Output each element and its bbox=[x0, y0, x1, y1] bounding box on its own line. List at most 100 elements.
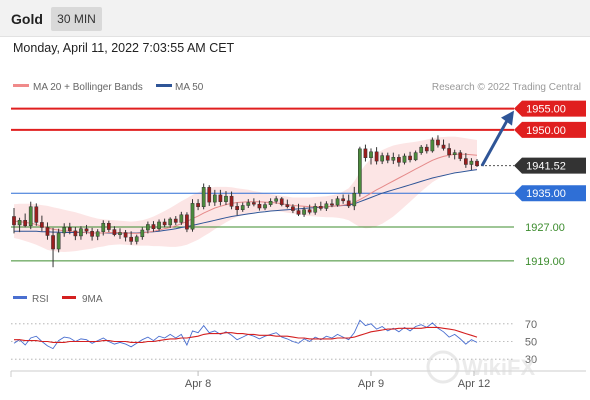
candle-body bbox=[28, 206, 33, 227]
candle-body bbox=[307, 209, 312, 213]
candle-body bbox=[469, 160, 474, 165]
rsi-tick-label: 50 bbox=[525, 337, 537, 349]
candle-body bbox=[363, 148, 368, 158]
candle-body bbox=[23, 220, 28, 227]
time-axis-label: Apr 9 bbox=[358, 378, 384, 390]
candle-body bbox=[430, 139, 435, 152]
candle-body bbox=[424, 146, 429, 152]
candle-body bbox=[274, 198, 279, 202]
candle-body bbox=[391, 157, 396, 161]
candle-body bbox=[240, 205, 245, 210]
candle-body bbox=[330, 203, 334, 206]
level-tag-resistance bbox=[514, 100, 586, 117]
chart-credit: Research © 2022 Trading Central bbox=[432, 82, 581, 93]
forecast-arrow-shaft bbox=[480, 119, 509, 167]
candle-body bbox=[413, 152, 418, 161]
watermark-logo-icon bbox=[426, 350, 460, 384]
rsi-tick-label: 70 bbox=[525, 319, 537, 331]
candle-body bbox=[140, 229, 145, 238]
candle-body bbox=[218, 194, 223, 202]
legend-swatch-rsi bbox=[13, 296, 27, 299]
level-tag-pivot bbox=[514, 185, 586, 202]
candle-body bbox=[358, 148, 362, 194]
candle-body bbox=[441, 144, 446, 149]
candle-body bbox=[51, 235, 55, 250]
candle-body bbox=[90, 231, 94, 237]
rsi-series-rsi bbox=[13, 319, 478, 350]
candle-body bbox=[112, 229, 117, 235]
time-axis-label: Apr 8 bbox=[185, 378, 211, 390]
candle-body bbox=[252, 202, 256, 205]
legend-swatch-9ma bbox=[62, 296, 76, 299]
candle-body bbox=[324, 203, 329, 209]
watermark: WikiFX bbox=[426, 350, 535, 384]
candle-body bbox=[12, 216, 16, 226]
candle-body bbox=[296, 210, 301, 215]
candle-body bbox=[257, 203, 262, 209]
candle-body bbox=[385, 155, 390, 161]
candle-body bbox=[118, 232, 122, 235]
candle-body bbox=[285, 204, 290, 208]
candle-body bbox=[129, 236, 133, 242]
candle-body bbox=[73, 230, 78, 237]
candle-body bbox=[67, 227, 72, 232]
watermark-text: WikiFX bbox=[462, 355, 535, 380]
candle-body bbox=[335, 198, 340, 206]
level-tag-last-price bbox=[514, 157, 586, 174]
candle-body bbox=[475, 160, 479, 167]
candle-body bbox=[168, 218, 173, 226]
candle-body bbox=[419, 146, 424, 153]
legend-label-ma50: MA 50 bbox=[175, 82, 204, 93]
candle-body bbox=[146, 224, 150, 231]
candle-body bbox=[185, 214, 189, 230]
level-label-resistance: 1955.00 bbox=[526, 104, 566, 116]
asset-name: Gold bbox=[11, 11, 43, 27]
candle-body bbox=[40, 222, 44, 228]
candle-body bbox=[34, 206, 39, 223]
candle-body bbox=[95, 231, 100, 237]
candle-body bbox=[212, 194, 217, 203]
candle-body bbox=[408, 155, 412, 161]
timeframe-tab[interactable]: 30 MIN bbox=[51, 7, 102, 31]
candle-body bbox=[79, 228, 83, 237]
level-label-last-price: 1941.52 bbox=[526, 161, 566, 173]
candle-body bbox=[369, 151, 373, 158]
level-label-pivot: 1935.00 bbox=[526, 188, 566, 200]
candle-body bbox=[84, 228, 89, 232]
time-axis: Apr 8 Apr 9 Apr 12 bbox=[10, 370, 586, 390]
legend-label-9ma: 9MA bbox=[82, 294, 103, 305]
candle-body bbox=[101, 222, 106, 232]
time-axis-label: Apr 12 bbox=[458, 378, 490, 390]
candle-body bbox=[196, 203, 200, 208]
candle-body bbox=[452, 152, 457, 156]
rsi-panel: 70 50 30 bbox=[11, 319, 537, 366]
candle-body bbox=[201, 187, 206, 208]
candle-body bbox=[263, 204, 267, 209]
level-label-resistance: 1950.00 bbox=[526, 125, 566, 137]
forecast-arrow-head bbox=[501, 110, 514, 126]
candle-body bbox=[447, 148, 451, 156]
candle-body bbox=[45, 227, 50, 236]
candle-body bbox=[190, 203, 195, 230]
candle-body bbox=[207, 187, 212, 203]
legend-label-rsi: RSI bbox=[32, 294, 49, 305]
candle-body bbox=[173, 218, 178, 223]
candle-body bbox=[397, 157, 401, 163]
candle-body bbox=[106, 222, 111, 230]
candle-body bbox=[291, 206, 295, 211]
candle-body bbox=[279, 198, 284, 205]
level-label-support: 1927.00 bbox=[525, 222, 565, 234]
candle-body bbox=[318, 206, 323, 209]
candle-body bbox=[374, 151, 379, 162]
candle-body bbox=[268, 201, 273, 205]
bollinger-band bbox=[14, 136, 477, 252]
level-label-support: 1919.00 bbox=[525, 256, 565, 268]
candle-body bbox=[463, 158, 468, 165]
candle-body bbox=[224, 195, 228, 202]
candle-body bbox=[313, 206, 318, 213]
candle-body bbox=[179, 214, 184, 223]
candle-body bbox=[56, 232, 61, 250]
legend-swatch-ma20 bbox=[13, 84, 29, 87]
price-panel: 1955.00 1950.00 1941.52 1935.00 1927.00 1919.… bbox=[11, 100, 586, 268]
